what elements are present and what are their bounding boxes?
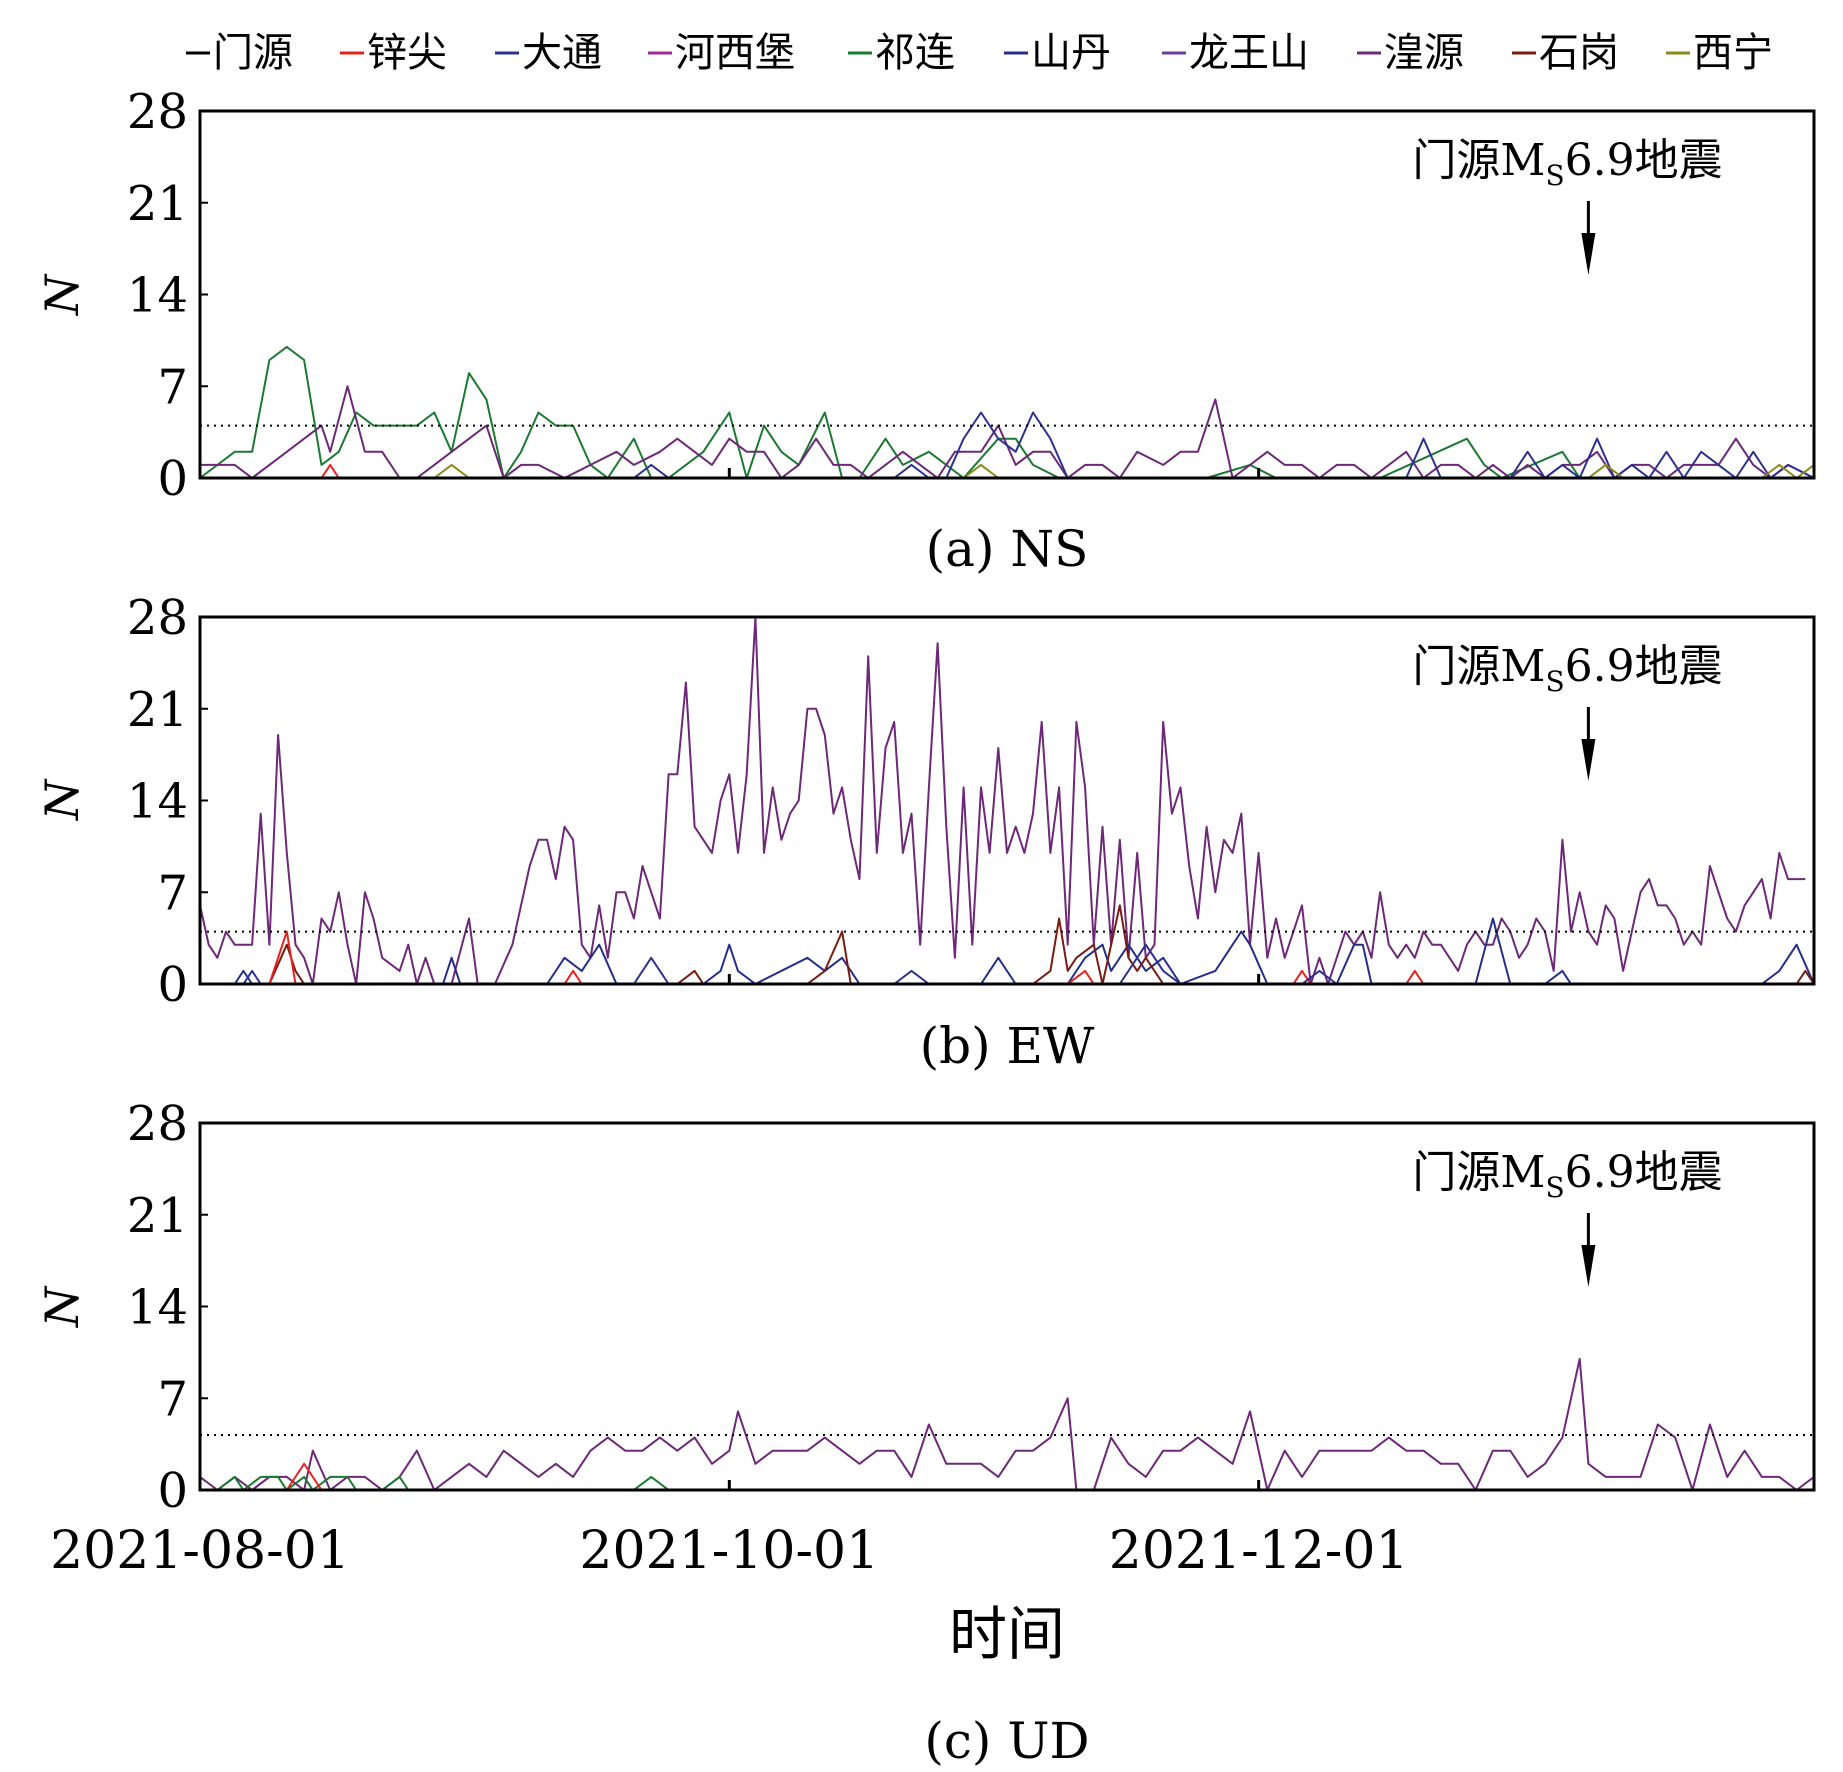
legend-item-3: 河西堡: [648, 30, 795, 76]
annotation-label: 门源MS6.9地震: [1412, 135, 1722, 192]
arrow-down-icon: [1581, 233, 1596, 275]
legend-label: 锌尖: [367, 30, 447, 76]
x-ticks: [198, 974, 1261, 984]
legend-label: 湟源: [1384, 30, 1464, 76]
legend-item-7: 湟源: [1357, 30, 1464, 76]
legend-label: 山丹: [1031, 30, 1111, 76]
panel-caption: (c) UD: [924, 1712, 1089, 1770]
annotation-label: 门源MS6.9地震: [1412, 641, 1722, 698]
series-line-锌尖: [200, 1462, 1814, 1491]
legend-item-5: 山丹: [1004, 30, 1111, 76]
legend-label: 龙王山: [1189, 30, 1309, 76]
y-tick-label: 0: [157, 1463, 188, 1519]
legend-label: 河西堡: [675, 30, 795, 76]
y-tick-label: 14: [127, 268, 188, 324]
series-line-湟源: [199, 1357, 1815, 1491]
x-ticks: [198, 468, 1261, 478]
arrow-down-icon: [1581, 1245, 1596, 1287]
earthquake-annotation: 门源MS6.9地震: [1412, 135, 1723, 275]
x-tick-label: 2021-08-01: [50, 1521, 350, 1581]
x-ticks: [198, 1480, 1261, 1490]
y-axis-label: N: [35, 1285, 89, 1328]
panel-ew: 0 7 14 21 28 N 门源MS6.9地震 (b) EW: [35, 590, 1816, 1075]
series-layer: [199, 345, 1815, 479]
y-axis: 0 7 14 21 28: [127, 590, 208, 1013]
y-tick-label: 14: [127, 774, 188, 830]
y-axis-label: N: [35, 273, 89, 316]
panel-ns: 0 7 14 21 28 N 门源MS6.9地震 (a) NS: [35, 84, 1816, 578]
earthquake-annotation: 门源MS6.9地震: [1412, 641, 1723, 781]
y-tick-label: 28: [127, 84, 188, 140]
legend-label: 西宁: [1693, 30, 1773, 76]
panel-caption: (a) NS: [926, 520, 1089, 578]
series-line-祁连: [199, 345, 1814, 479]
legend-label: 祁连: [875, 30, 955, 76]
y-tick-label: 28: [127, 1096, 188, 1152]
legend-item-0: 门源: [186, 30, 293, 76]
legend-item-6: 龙王山: [1162, 30, 1309, 76]
panel-ud: 0 7 14 21 28 N 门源MS6.9地震 2021-08-01 2021-10-0…: [35, 1096, 1816, 1770]
x-tick-labels: 2021-08-01 2021-10-01 2021-12-01: [50, 1521, 1408, 1581]
legend-item-1: 锌尖: [340, 30, 447, 76]
legend-label: 石岗: [1539, 30, 1619, 76]
y-axis-label: N: [35, 778, 89, 821]
y-tick-label: 7: [157, 359, 188, 415]
y-axis: 0 7 14 21 28: [127, 84, 208, 507]
x-tick-label: 2021-12-01: [1109, 1521, 1409, 1581]
panel-caption: (b) EW: [920, 1017, 1095, 1075]
legend-label: 门源: [213, 30, 293, 76]
y-tick-label: 21: [127, 682, 188, 738]
y-tick-label: 0: [157, 451, 188, 507]
y-tick-label: 14: [127, 1280, 188, 1336]
series-layer: [199, 1357, 1815, 1491]
legend-item-2: 大通: [495, 30, 602, 76]
x-tick-label: 2021-10-01: [579, 1521, 879, 1581]
y-tick-label: 7: [157, 865, 188, 921]
series-line-大通: [200, 943, 1814, 985]
legend-item-9: 西宁: [1666, 30, 1773, 76]
legend-label: 大通: [522, 30, 602, 76]
series-line-大通: [200, 411, 1815, 479]
x-axis-label: 时间: [949, 1600, 1065, 1668]
y-tick-label: 7: [157, 1371, 188, 1427]
earthquake-annotation: 门源MS6.9地震: [1412, 1147, 1723, 1287]
arrow-down-icon: [1581, 739, 1596, 781]
series-line-山丹: [200, 917, 1815, 985]
series-line-锌尖: [200, 930, 1814, 985]
annotation-label: 门源MS6.9地震: [1412, 1147, 1722, 1204]
legend-item-4: 祁连: [848, 30, 955, 76]
series-line-湟源: [199, 616, 1806, 985]
y-tick-label: 21: [127, 176, 188, 232]
legend: 门源 锌尖 大通 河西堡 祁连 山丹 龙王山 湟源 石岗 西宁: [186, 30, 1773, 76]
legend-item-8: 石岗: [1512, 30, 1619, 76]
y-tick-label: 21: [127, 1188, 188, 1244]
y-axis: 0 7 14 21 28: [127, 1096, 208, 1519]
y-tick-label: 28: [127, 590, 188, 646]
y-tick-label: 0: [157, 957, 188, 1013]
